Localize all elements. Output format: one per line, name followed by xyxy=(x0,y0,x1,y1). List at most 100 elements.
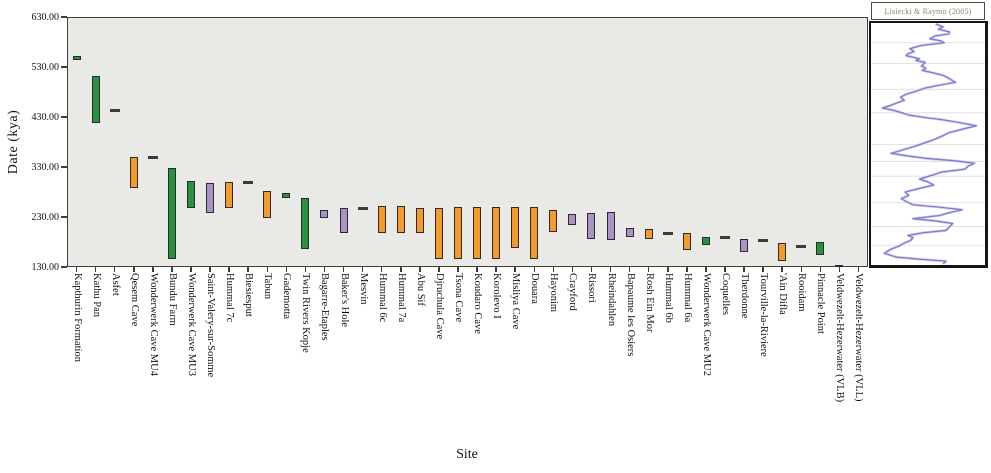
date-range-bar xyxy=(453,207,462,259)
x-axis-tick xyxy=(590,267,593,272)
site-label: Djruchula Cave xyxy=(433,273,445,340)
site-label: Coquelles xyxy=(719,273,731,315)
date-range-bar xyxy=(91,76,100,123)
y-axis-tick-label: 430.00 xyxy=(31,111,60,123)
site-label: Bagarre-Etaples xyxy=(319,273,331,341)
x-axis-tick xyxy=(75,267,78,272)
date-range-bar xyxy=(320,209,329,218)
x-axis-tick xyxy=(495,267,497,272)
x-axis-tick xyxy=(705,267,707,272)
site-label: Kapthurin Formation xyxy=(71,273,83,362)
x-axis-tick xyxy=(285,267,288,272)
date-range-bar xyxy=(549,210,558,232)
date-range-bar xyxy=(835,265,844,267)
date-range-bar xyxy=(816,241,825,255)
date-range-bar xyxy=(225,181,234,208)
x-axis-tick xyxy=(380,267,383,272)
site-label: Abu Sif xyxy=(414,273,426,306)
site-label: 'Ain Difla xyxy=(777,273,789,315)
x-axis-tick xyxy=(209,267,211,272)
date-range-bar xyxy=(434,207,443,259)
x-axis-tick xyxy=(438,267,440,272)
x-axis-tick xyxy=(266,267,268,272)
site-label: Tsona Cave xyxy=(452,273,464,323)
x-axis-tick xyxy=(628,267,631,272)
x-axis-tick xyxy=(323,267,326,272)
site-label: Gademotta xyxy=(281,273,293,320)
date-point-dash xyxy=(147,155,158,159)
x-axis-tick xyxy=(361,267,364,272)
x-axis-tick xyxy=(857,267,860,272)
x-axis-tick xyxy=(113,267,116,272)
x-axis-tick xyxy=(552,267,555,272)
site-label: Douara xyxy=(529,273,541,304)
x-axis-tick xyxy=(762,267,764,272)
date-range-bar xyxy=(606,212,615,240)
date-point-dash xyxy=(796,244,807,248)
date-range-bar xyxy=(625,228,634,237)
site-label: Asfet xyxy=(109,273,121,296)
x-axis-tick xyxy=(571,267,574,272)
date-range-bar xyxy=(167,167,176,259)
x-axis-tick xyxy=(342,267,345,272)
date-range-bar xyxy=(530,207,539,259)
y-axis-tick-label: 530.00 xyxy=(31,61,60,73)
site-label: Veldwezelt-Hezerwater (VLL) xyxy=(853,273,865,402)
site-label: Rosh Ein Mor xyxy=(643,273,655,333)
y-axis-tick-label: 330.00 xyxy=(31,161,60,173)
x-axis-tick xyxy=(724,267,726,272)
site-label: Qesem Cave xyxy=(128,273,140,327)
site-label: Twin Rivers Kopje xyxy=(300,273,312,353)
x-axis-tick xyxy=(667,267,669,272)
site-label: Baker's Hole xyxy=(338,273,350,328)
x-axis-tick xyxy=(514,267,516,272)
x-axis-tick xyxy=(171,267,173,272)
x-axis-tick xyxy=(476,267,478,272)
date-range-bar xyxy=(778,242,787,261)
date-range-bar xyxy=(129,157,138,188)
site-label: Tabun xyxy=(262,273,274,300)
site-label: Hummal 6c xyxy=(376,273,388,323)
site-label: Hummal 7a xyxy=(395,273,407,323)
x-axis-tick xyxy=(247,267,249,272)
site-label: Koudaro Cave xyxy=(472,273,484,334)
date-range-bar xyxy=(377,206,386,233)
date-range-bar xyxy=(511,207,520,248)
date-range-bar xyxy=(282,192,291,198)
date-range-bar xyxy=(473,207,482,259)
x-axis-tick xyxy=(400,267,402,272)
site-label: Rissori xyxy=(586,273,598,303)
date-point-dash xyxy=(758,238,769,242)
site-label: Pinnacle Point xyxy=(815,273,827,334)
date-range-bar xyxy=(740,238,749,252)
site-label: Wonderwerk Cave MU4 xyxy=(147,273,159,376)
site-label: Veldwezelt-Hezerwater (VLB) xyxy=(834,273,846,403)
date-range-bar xyxy=(186,180,195,208)
date-point-dash xyxy=(719,236,730,239)
site-label: Crayford xyxy=(567,273,579,311)
site-label: Bapaume les Osiers xyxy=(624,273,636,357)
date-range-bar xyxy=(415,208,424,233)
site-label: Rooidam xyxy=(796,273,808,312)
site-label: Hummal 6a xyxy=(681,273,693,323)
climate-curve-panel xyxy=(869,21,988,268)
date-point-dash xyxy=(662,231,673,235)
x-axis-tick xyxy=(457,267,459,272)
date-range-bar xyxy=(644,228,653,239)
y-axis-tick xyxy=(61,166,67,168)
site-label: Hummal 6b xyxy=(662,273,674,323)
plot-area xyxy=(67,17,868,267)
date-range-bar xyxy=(701,236,710,245)
x-axis-title: Site xyxy=(456,447,478,462)
x-axis-tick xyxy=(190,267,192,272)
date-point-dash xyxy=(243,181,254,184)
site-label: Wonderwerk Cave MU3 xyxy=(185,273,197,376)
date-range-bar xyxy=(492,207,501,259)
date-range-bar xyxy=(263,191,272,218)
site-label: Misliya Cave xyxy=(510,273,522,330)
x-axis-tick xyxy=(419,267,421,272)
x-axis-tick xyxy=(686,267,688,272)
x-axis-tick xyxy=(647,267,650,272)
site-label: Saint-Valery-sur-Somme xyxy=(205,273,217,378)
